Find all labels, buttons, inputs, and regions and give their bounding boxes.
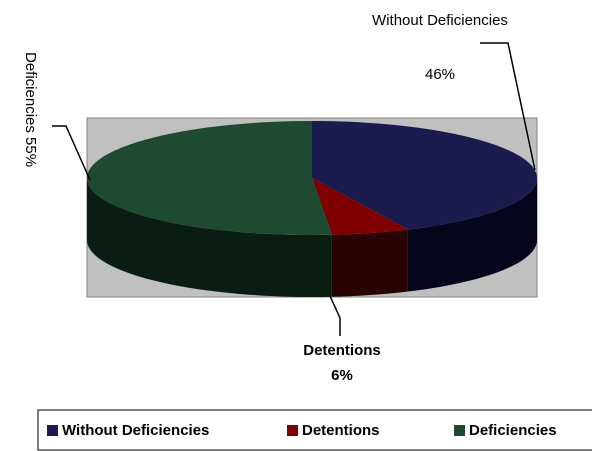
pie (87, 121, 537, 297)
legend-label: Detentions (302, 422, 380, 439)
data-label: 6% (331, 367, 353, 384)
data-label: Deficiencies 55% (22, 52, 39, 167)
data-label: 46% (425, 66, 455, 83)
slice-side (407, 178, 537, 292)
slice-side (331, 229, 408, 297)
leader-line (329, 295, 341, 336)
legend-swatch (287, 425, 298, 436)
legend-swatch (47, 425, 58, 436)
data-label: 55% (22, 137, 39, 167)
leader-line (52, 125, 91, 181)
data-label-name: Without Deficiencies (372, 12, 508, 29)
data-label-name: Detentions (303, 342, 381, 359)
legend-items: Without Deficiencies Detentions Deficienci… (47, 422, 557, 439)
leader-line (480, 42, 536, 171)
slice-side (87, 178, 332, 297)
legend-label: Deficiencies (469, 422, 557, 439)
slice (312, 121, 537, 230)
legend (37, 409, 592, 451)
slice (312, 178, 408, 235)
legend-swatch (454, 425, 465, 436)
data-label-name: Deficiencies (22, 52, 39, 133)
slice (87, 121, 332, 235)
legend-label: Without Deficiencies (62, 422, 209, 439)
